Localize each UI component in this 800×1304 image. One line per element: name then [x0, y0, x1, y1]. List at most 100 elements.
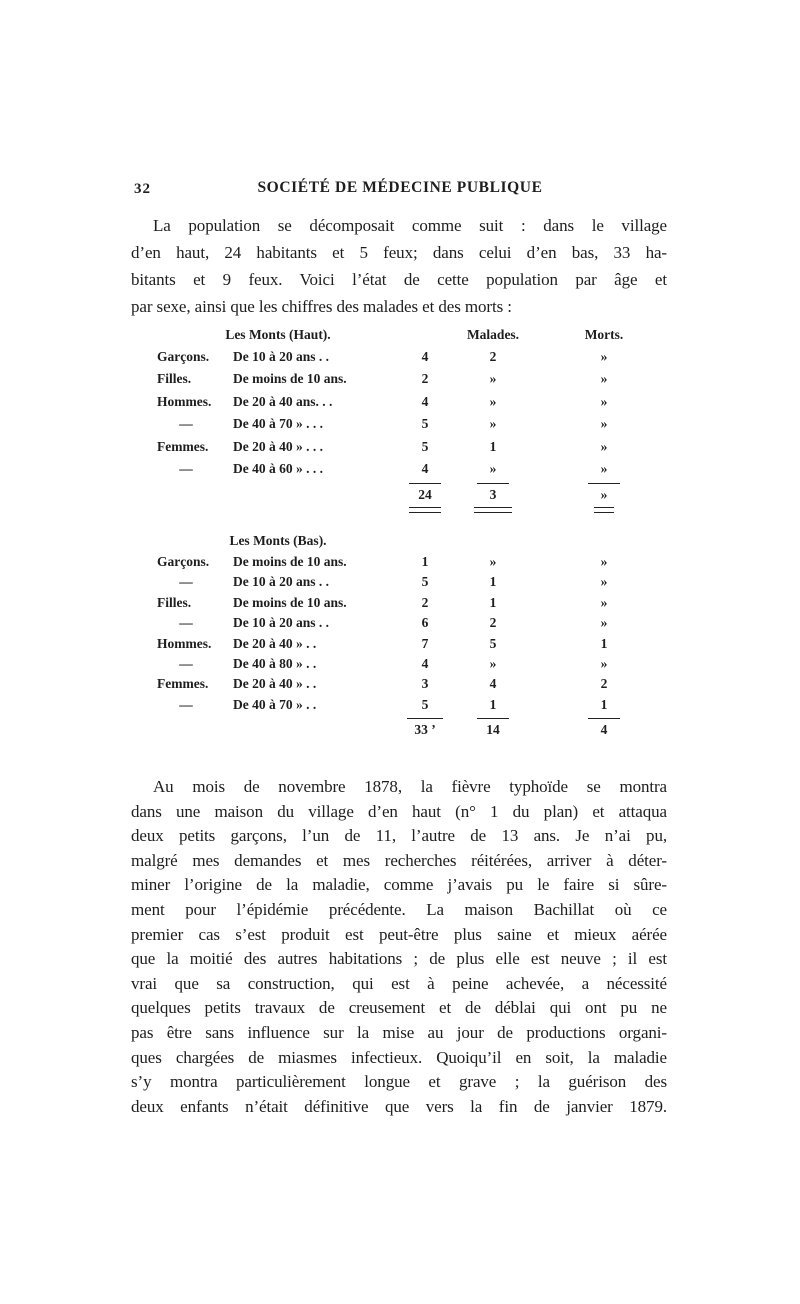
age-range: De 10 à 20 ans . . — [233, 574, 330, 590]
age-range: De 40 à 70 » . . — [233, 696, 317, 712]
spacer-cell — [157, 718, 233, 740]
count-habitants: 5 — [421, 696, 429, 712]
count-habitants: 5 — [421, 438, 429, 454]
table-title: Les Monts (Bas). — [229, 533, 327, 548]
count-malades: 2 — [489, 349, 497, 364]
text-line: dans une maison du village d’en haut (n°… — [131, 801, 667, 821]
spacer-cell — [157, 483, 233, 513]
count-malades: » — [489, 371, 497, 387]
count-morts: » — [600, 574, 608, 590]
age-range: De 20 à 40 » . . — [233, 676, 317, 692]
table-row: — De 40 à 70 » . . 5 1 1 — [157, 695, 677, 715]
age-range: De 10 à 20 ans . . — [233, 349, 330, 364]
text-line: ques chargées de miasmes infectieux. Quo… — [131, 1047, 667, 1067]
count-morts: » — [600, 393, 608, 409]
table-les-monts-haut: Les Monts (Haut). Malades. Morts. Garçon… — [157, 323, 677, 513]
age-range: De 40 à 70 » . . . — [233, 416, 323, 432]
double-rule — [409, 507, 441, 513]
total-morts: 4 — [588, 718, 620, 740]
age-range: De 20 à 40 ans. . . — [233, 393, 333, 409]
row-label: Garçons. — [157, 349, 210, 364]
double-rule — [474, 507, 512, 513]
count-morts: » — [600, 615, 608, 631]
page-number: 32 — [134, 181, 151, 197]
text-line: La population se décomposait comme suit … — [153, 216, 667, 235]
text-line: deux enfants n’était définitive que vers… — [131, 1096, 667, 1116]
row-label: Hommes. — [157, 635, 212, 651]
text-line: vrai que sa construction, qui est à pein… — [131, 973, 667, 993]
row-label: Femmes. — [157, 676, 209, 692]
row-label: Hommes. — [157, 393, 212, 409]
total-habitants: 33 ’ — [407, 718, 443, 740]
table-totals-row: 33 ’ 14 4 — [157, 718, 677, 740]
count-malades: » — [489, 416, 497, 432]
count-habitants: 4 — [421, 393, 429, 409]
text-line: par sexe, ainsi que les chiffres des mal… — [131, 297, 512, 316]
text-line: malgré mes demandes et mes recherches ré… — [131, 850, 667, 870]
page-title: SOCIÉTÉ DE MÉDECINE PUBLIQUE — [257, 179, 543, 196]
total-habitants: 24 — [409, 483, 441, 505]
age-range: De moins de 10 ans. — [233, 554, 347, 569]
count-morts: » — [600, 554, 608, 569]
row-label: — — [179, 574, 193, 590]
spacer-cell — [233, 718, 399, 740]
count-malades: » — [489, 393, 497, 409]
spacer-cell — [233, 483, 399, 513]
count-morts: » — [600, 416, 608, 432]
count-malades: 1 — [489, 696, 497, 712]
age-range: De moins de 10 ans. — [233, 594, 347, 610]
count-malades: 1 — [489, 594, 497, 610]
text-line: quelques petits travaux de creusement et… — [131, 998, 667, 1018]
total-morts: » — [588, 483, 620, 505]
text-line: miner l’origine de la maladie, comme j’a… — [131, 875, 667, 895]
text-line: pas être sans influence sur la mise au j… — [131, 1022, 667, 1042]
count-habitants: 5 — [421, 574, 429, 590]
total-malades-cell: 14 — [451, 718, 535, 740]
table-row: — De 10 à 20 ans . . 5 1 » — [157, 572, 677, 592]
age-range: De 40 à 60 » . . . — [233, 460, 323, 476]
count-morts: » — [600, 594, 608, 610]
spacer-cell — [399, 323, 451, 346]
count-habitants: 2 — [421, 371, 429, 387]
table-row: Hommes. De 20 à 40 » . . 7 5 1 — [157, 634, 677, 654]
table-row: Garçons. De 10 à 20 ans . . 4 2 » — [157, 346, 677, 368]
table-row: Garçons. De moins de 10 ans. 1 » » — [157, 552, 677, 572]
count-malades: » — [489, 554, 497, 569]
count-habitants: 4 — [421, 655, 429, 671]
table-row: — De 40 à 80 » . . 4 » » — [157, 654, 677, 674]
total-malades: 3 — [477, 483, 509, 505]
text-line: Au mois de novembre 1878, la fièvre typh… — [153, 777, 667, 796]
age-range: De 20 à 40 » . . . — [233, 438, 323, 454]
row-label: — — [179, 615, 193, 631]
text-line: bitants et 9 feux. Voici l’état de cette… — [131, 270, 667, 289]
text-line: que la moitié des autres habitations ; d… — [131, 949, 667, 969]
count-habitants: 1 — [421, 554, 429, 569]
count-morts: » — [600, 371, 608, 387]
double-rule — [594, 507, 614, 513]
column-header-malades: Malades. — [466, 327, 520, 342]
paragraph-novembre: Au mois de novembre 1878, la fièvre typh… — [131, 775, 667, 1119]
row-label: Garçons. — [157, 554, 210, 569]
table-row: Femmes. De 20 à 40 » . . . 5 1 » — [157, 436, 677, 458]
table-header-row: Les Monts (Haut). Malades. Morts. — [157, 323, 677, 346]
total-morts-cell: » — [535, 483, 673, 513]
age-range: De 40 à 80 » . . — [233, 655, 317, 671]
table-row: — De 40 à 70 » . . . 5 » » — [157, 413, 677, 435]
table-les-monts-bas: Les Monts (Bas). Garçons. De moins de 10 … — [157, 529, 677, 740]
count-habitants: 7 — [421, 635, 429, 651]
paragraph-population: La population se décomposait comme suit … — [131, 212, 667, 320]
count-habitants: 5 — [421, 416, 429, 432]
column-header-morts: Morts. — [584, 327, 624, 342]
count-habitants: 6 — [421, 615, 429, 631]
total-habitants-cell: 33 ’ — [399, 718, 451, 740]
row-label: — — [179, 416, 193, 432]
running-head: 32 SOCIÉTÉ DE MÉDECINE PUBLIQUE — [0, 179, 800, 201]
table-row: Filles. De moins de 10 ans. 2 1 » — [157, 593, 677, 613]
table-row: — De 10 à 20 ans . . 6 2 » — [157, 613, 677, 633]
count-malades: » — [489, 460, 497, 476]
table-row: — De 40 à 60 » . . . 4 » » — [157, 458, 677, 480]
total-malades-cell: 3 — [451, 483, 535, 513]
age-range: De moins de 10 ans. — [233, 371, 347, 387]
row-label: — — [179, 655, 193, 671]
